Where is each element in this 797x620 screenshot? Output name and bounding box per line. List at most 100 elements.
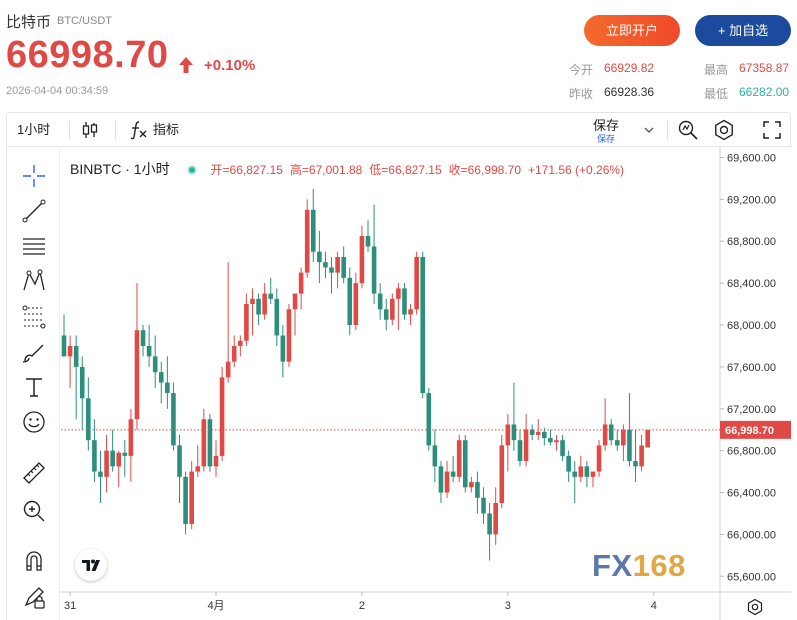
candle-body (487, 513, 492, 535)
candle-body (61, 335, 67, 357)
candle-body (104, 450, 109, 477)
trend-line-icon[interactable] (21, 198, 47, 224)
candle-body (310, 209, 316, 252)
interval-selector[interactable]: 1小时 (17, 122, 51, 137)
x-tick-label: 2 (359, 600, 365, 612)
candle-body (341, 256, 346, 278)
candle-body (590, 471, 596, 477)
lock-drawing-icon[interactable] (21, 584, 47, 610)
candle-body (213, 455, 219, 467)
brush-icon[interactable] (21, 339, 47, 365)
fib-levels-icon[interactable] (21, 303, 47, 329)
candle-body (225, 361, 231, 378)
candle-body (633, 461, 638, 467)
toolbar-divider (69, 121, 70, 139)
chevron-down-icon[interactable] (644, 125, 654, 135)
candle-body (596, 445, 602, 472)
x-tick-label: 4月 (207, 600, 224, 612)
candle-body (219, 377, 225, 456)
open-value: 66929.82 (604, 61, 655, 75)
open-account-button[interactable]: 立即开户 (584, 15, 680, 46)
candle-body (390, 298, 395, 320)
candle-body (438, 466, 444, 493)
asset-title: 比特币 (6, 14, 52, 31)
chart-settings-icon[interactable] (746, 598, 764, 616)
candle-body (304, 209, 310, 273)
candle-body (402, 288, 407, 315)
candle-body (511, 424, 517, 441)
candle-body (548, 438, 553, 443)
legend-low: 低=66,827.15 (369, 163, 442, 177)
candle-body (426, 393, 432, 446)
candle-body (146, 345, 152, 357)
emoji-icon[interactable] (21, 409, 47, 435)
indicators-icon[interactable] (127, 119, 149, 141)
candlestick-chart[interactable]: 69,600.00 69,200.00 68,800.00 68,400.00 68,0… (61, 147, 791, 620)
candle-body (414, 256, 419, 310)
candle-body (79, 366, 85, 399)
y-tick-label: 69,200.00 (727, 194, 776, 206)
toolbar-divider (115, 121, 116, 139)
candle-body (535, 431, 541, 435)
candle-body (432, 445, 438, 467)
candle-body (614, 440, 620, 446)
candle-body (250, 298, 255, 305)
candle-body (347, 277, 353, 325)
tv-logo-icon (82, 559, 100, 571)
candle-body (517, 440, 523, 462)
candle-body (420, 256, 426, 394)
candle-body (566, 455, 571, 472)
candlestick-type-icon[interactable] (81, 120, 99, 140)
y-tick-label: 66,400.00 (727, 488, 776, 500)
candle-body (323, 262, 328, 268)
settings-icon[interactable] (713, 119, 735, 141)
candle-body (183, 476, 188, 524)
candle-body (621, 429, 626, 446)
drawing-toolbar (6, 147, 60, 620)
candle-body (292, 293, 298, 310)
tradingview-logo[interactable] (75, 549, 107, 581)
y-tick-label: 68,000.00 (727, 320, 776, 332)
candle-body (329, 267, 334, 273)
fullscreen-icon[interactable] (762, 120, 782, 140)
candle-body (86, 398, 91, 441)
candle-body (462, 440, 468, 488)
legend-close: 收=66,998.70 (448, 163, 522, 177)
candle-body (73, 345, 79, 367)
text-tool-icon[interactable] (21, 374, 47, 400)
candle-body (140, 330, 146, 346)
pattern-icon[interactable] (21, 268, 47, 294)
candle-body (371, 246, 377, 294)
candle-body (171, 393, 176, 446)
crosshair-icon[interactable] (21, 163, 47, 189)
quote-header: 比特币 BTC/USDT 66998.70 +0.10% 2026-04-04 … (0, 0, 797, 112)
candle-body (493, 503, 498, 535)
last-price-label: 66,998.70 (725, 425, 774, 437)
save-button[interactable]: 保存 (593, 118, 620, 133)
candle-body (158, 372, 164, 383)
y-tick-label: 66,800.00 (727, 446, 776, 458)
candle-body (627, 429, 632, 462)
horizontal-lines-icon[interactable] (21, 233, 47, 259)
ruler-icon[interactable] (21, 460, 47, 486)
price-change: +0.10% (204, 57, 256, 74)
up-arrow-icon (179, 57, 193, 73)
high-value: 67358.87 (739, 61, 790, 75)
asset-pair: BTC/USDT (57, 15, 112, 27)
candle-body (499, 445, 505, 503)
candle-body (165, 382, 170, 394)
candle-body (481, 497, 486, 514)
watermark-num: 168 (632, 548, 686, 583)
watermark-fx: FX (592, 548, 633, 583)
low-label: 最低 (704, 87, 729, 101)
add-favorite-button[interactable]: + 加自选 (695, 15, 791, 46)
last-price-tag (720, 420, 791, 439)
magnet-icon[interactable] (21, 548, 47, 574)
candle-body (608, 424, 614, 441)
quick-search-icon[interactable] (677, 119, 699, 141)
candle-body (262, 293, 267, 315)
low-value: 66282.00 (739, 85, 790, 99)
indicators-button[interactable]: 指标 (153, 122, 180, 137)
candle-body (383, 309, 389, 320)
zoom-in-icon[interactable] (21, 498, 47, 524)
